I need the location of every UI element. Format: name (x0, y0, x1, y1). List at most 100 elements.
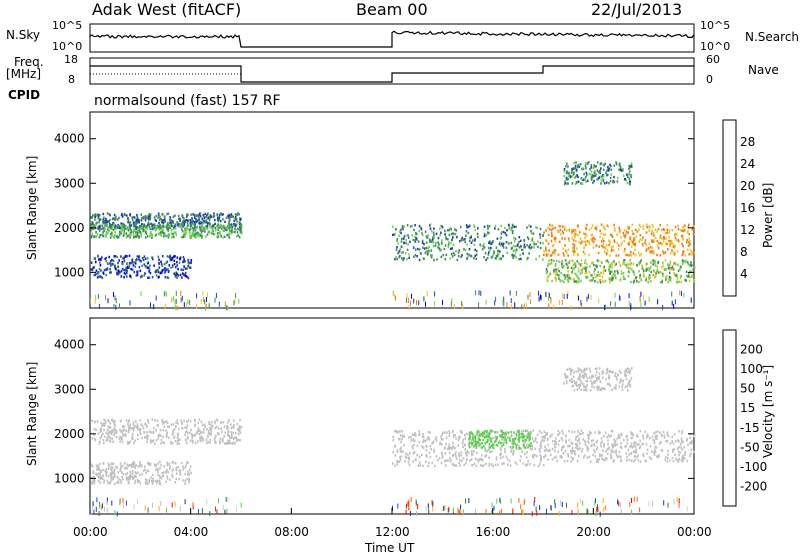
power-echo-cell (138, 266, 141, 269)
velocity-echo-cell (529, 433, 531, 436)
power-echo-cell (230, 215, 232, 218)
velocity-gs-cell (119, 500, 121, 506)
velocity-echo-cell (524, 438, 526, 442)
power-echo-cell (692, 253, 694, 256)
velocity-echo-cell (473, 440, 476, 443)
velocity-echo-cell (630, 459, 633, 462)
power-echo-cell (677, 269, 680, 272)
velocity-gs-cell (407, 501, 409, 507)
velocity-echo-cell (565, 440, 567, 443)
velocity-echo-cell (192, 441, 194, 444)
velocity-echo-cell (610, 456, 613, 459)
power-echo-cell (230, 230, 233, 233)
velocity-echo-cell (121, 471, 123, 474)
velocity-echo-cell (174, 462, 177, 465)
power-echo-cell (603, 164, 605, 167)
velocity-ytick-label: 4000 (54, 338, 85, 352)
power-echo-cell (123, 276, 125, 279)
power-echo-cell (571, 237, 573, 240)
velocity-echo-cell (539, 458, 542, 461)
power-echo-cell (590, 234, 593, 237)
power-echo-cell (124, 272, 127, 276)
power-echo-cell (160, 263, 163, 266)
velocity-echo-cell (473, 450, 475, 453)
power-echo-cell (192, 223, 195, 227)
power-echo-cell (90, 227, 93, 230)
power-echo-cell (653, 250, 655, 253)
velocity-echo-cell (431, 442, 433, 445)
velocity-echo-cell (603, 459, 606, 462)
velocity-echo-cell (404, 459, 406, 463)
power-echo-cell (514, 254, 516, 257)
velocity-echo-cell (658, 454, 660, 457)
power-echo-cell (213, 233, 216, 236)
power-echo-cell (567, 261, 570, 264)
power-echo-cell (579, 237, 582, 240)
velocity-echo-cell (193, 418, 196, 421)
power-echo-cell (488, 241, 491, 244)
power-echo-cell (662, 261, 664, 264)
power-echo-cell (218, 213, 221, 217)
power-echo-cell (414, 248, 417, 251)
power-echo-cell (183, 265, 186, 268)
power-echo-cell (221, 225, 224, 229)
power-echo-cell (633, 242, 635, 246)
velocity-echo-cell (583, 388, 585, 392)
velocity-gs-cell (597, 504, 598, 510)
velocity-gs-cell (447, 507, 449, 513)
velocity-echo-cell (484, 442, 486, 445)
velocity-echo-cell (678, 440, 680, 443)
power-echo-cell (396, 238, 398, 241)
power-echo-cell (665, 278, 667, 281)
power-echo-cell (217, 216, 219, 219)
velocity-echo-cell (512, 446, 515, 449)
power-echo-cell (160, 260, 162, 263)
power-echo-cell (186, 219, 189, 222)
power-echo-cell (578, 262, 580, 265)
power-echo-cell (618, 168, 620, 171)
power-echo-cell (452, 251, 455, 255)
power-gs-cell (234, 298, 236, 304)
power-echo-cell (545, 239, 547, 242)
power-echo-cell (613, 223, 615, 227)
power-echo-cell (134, 265, 136, 268)
velocity-echo-cell (682, 460, 684, 463)
velocity-echo-cell (570, 449, 572, 453)
velocity-gs-cell (582, 500, 584, 506)
velocity-echo-cell (665, 456, 667, 459)
velocity-echo-cell (595, 441, 598, 444)
power-echo-cell (554, 268, 556, 272)
power-echo-cell (603, 250, 606, 253)
velocity-echo-cell (629, 370, 631, 373)
velocity-echo-cell (222, 437, 224, 440)
velocity-echo-cell (108, 463, 111, 467)
power-echo-cell (150, 231, 152, 234)
velocity-echo-cell (106, 471, 108, 474)
velocity-echo-cell (392, 451, 394, 454)
power-echo-cell (646, 225, 648, 229)
power-echo-cell (571, 167, 574, 171)
power-echo-cell (553, 271, 555, 274)
power-echo-cell (611, 274, 614, 278)
power-echo-cell (629, 183, 631, 186)
power-echo-cell (594, 165, 596, 168)
velocity-echo-cell (100, 435, 103, 438)
power-echo-cell (225, 216, 228, 219)
power-echo-cell (159, 224, 161, 227)
power-echo-cell (116, 273, 118, 276)
power-echo-cell (624, 247, 626, 251)
power-echo-cell (544, 246, 547, 249)
velocity-echo-cell (126, 478, 128, 481)
power-echo-cell (118, 224, 120, 228)
velocity-echo-cell (422, 446, 425, 449)
velocity-echo-cell (602, 387, 604, 390)
velocity-echo-cell (159, 429, 162, 432)
velocity-echo-cell (147, 469, 150, 473)
noise-right-tick-label: 10^0 (700, 40, 730, 53)
power-echo-cell (647, 281, 649, 284)
velocity-echo-cell (113, 482, 116, 486)
power-echo-cell (589, 265, 591, 268)
power-echo-cell (168, 226, 171, 229)
velocity-gs-cell (496, 498, 498, 504)
power-gs-cell (183, 302, 185, 308)
